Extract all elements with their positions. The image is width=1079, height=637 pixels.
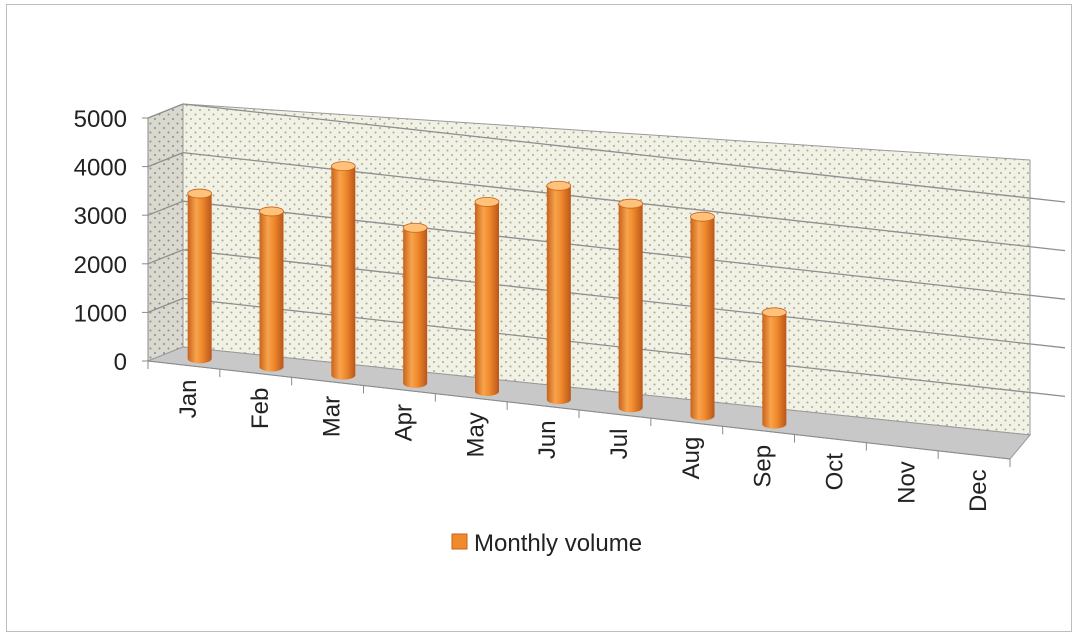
- bar: [618, 198, 644, 413]
- legend: Monthly volume: [451, 530, 642, 557]
- bar-top: [187, 188, 213, 199]
- gridline: [182, 103, 1066, 203]
- bar-top: [474, 197, 500, 207]
- x-tick-label: Nov: [893, 461, 920, 504]
- bar-top: [330, 161, 356, 172]
- bar-top: [690, 211, 715, 222]
- bar-top: [259, 206, 284, 217]
- legend-swatch: [451, 533, 468, 550]
- back-wall: [182, 103, 1031, 436]
- y-tick-label: 0: [114, 349, 127, 376]
- bar: [187, 188, 213, 364]
- gridline-side: [147, 103, 184, 119]
- side-wall: [147, 103, 184, 362]
- gridline-side: [147, 151, 184, 168]
- bar-body: [403, 227, 428, 388]
- bar: [330, 161, 356, 380]
- bar-body: [618, 203, 643, 413]
- y-tick-label: 3000: [74, 203, 127, 230]
- x-tick-label: Jun: [534, 420, 561, 459]
- bars: [187, 161, 787, 429]
- bar: [546, 180, 572, 405]
- bar: [690, 211, 715, 421]
- bar-top: [546, 180, 572, 191]
- y-tick-label: 5000: [74, 106, 127, 133]
- y-tick-label: 2000: [74, 252, 127, 279]
- x-tick-label: Dec: [965, 469, 992, 512]
- x-tick-label: May: [462, 412, 489, 457]
- x-tick-label: Mar: [319, 396, 346, 437]
- x-tick-label: Oct: [821, 453, 848, 491]
- bar: [761, 307, 787, 429]
- gridline-side: [147, 200, 184, 216]
- x-axis: Jan Feb Mar Apr May Jun Jul Aug Sep Oct Nov Dec: [147, 360, 1011, 512]
- bar: [259, 206, 284, 372]
- bar: [474, 197, 500, 396]
- bar-top: [761, 307, 787, 318]
- chart-walls: [147, 103, 1031, 460]
- legend-label: Monthly volume: [474, 530, 642, 557]
- x-tick-label: Sep: [750, 445, 777, 488]
- x-tick-label: Apr: [390, 404, 417, 441]
- bar-body: [331, 166, 356, 380]
- bar-body: [546, 185, 571, 405]
- y-axis: 0 1000 2000 3000 4000 5000: [74, 106, 149, 376]
- bar-top: [402, 222, 428, 233]
- y-tick-label: 4000: [74, 155, 127, 182]
- bar-body: [475, 201, 500, 396]
- bar-body: [690, 216, 715, 421]
- bar-body: [762, 312, 787, 429]
- gridline-side: [147, 297, 184, 314]
- gridline-side: [147, 249, 184, 265]
- bar-body: [187, 193, 212, 364]
- x-tick-label: Jan: [175, 380, 202, 419]
- x-tick-label: Feb: [247, 388, 274, 429]
- bar: [402, 222, 428, 388]
- y-tick-label: 1000: [74, 300, 127, 327]
- bar-body: [259, 211, 284, 372]
- x-tick-label: Aug: [678, 437, 705, 480]
- bar-top: [618, 198, 644, 209]
- x-tick-label: Jul: [606, 429, 633, 460]
